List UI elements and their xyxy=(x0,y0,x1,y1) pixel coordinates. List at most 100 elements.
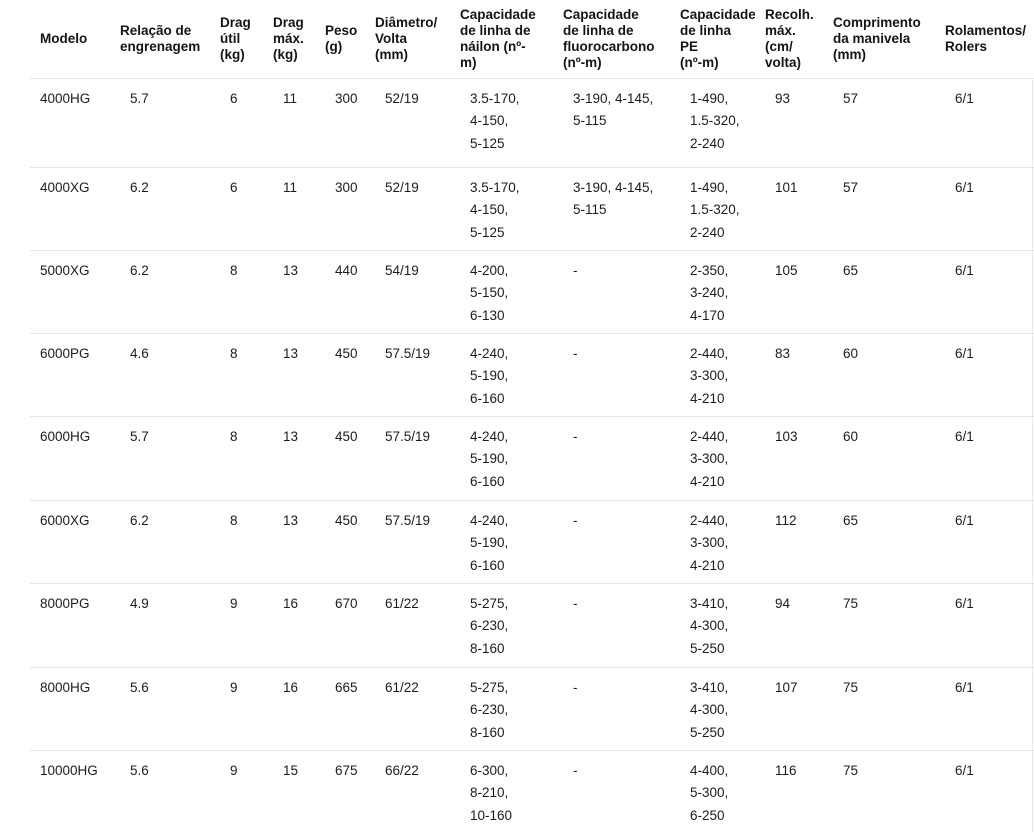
cell-recolhimento-max: 101 xyxy=(755,166,823,250)
cell-rolamentos: 6/1 xyxy=(935,415,1034,500)
cell-drag-util: 9 xyxy=(210,749,263,832)
table-right-edge xyxy=(1032,79,1033,832)
cell-capacidade-nailon: 4-240, 5-190, 6-160 xyxy=(450,499,553,583)
table-row: 6000XG 6.2 8 13 450 57.5/19 4-240, 5-190, 6-16… xyxy=(30,499,1034,583)
cell-capacidade-fluorocarbono: - xyxy=(553,249,670,333)
cell-diametro-volta: 54/19 xyxy=(365,249,450,333)
spec-table-header: Modelo Relação de engrenagem Drag útil (kg… xyxy=(30,0,1034,78)
cell-capacidade-pe: 1-490, 1.5-320, 2-240 xyxy=(670,77,755,167)
cell-drag-util: 6 xyxy=(210,77,263,167)
column-header-drag-max: Drag máx. (kg) xyxy=(273,14,304,62)
cell-drag-max: 16 xyxy=(263,582,315,667)
cell-capacidade-pe: 2-440, 3-300, 4-210 xyxy=(670,499,755,583)
cell-relacao-engrenagem: 6.2 xyxy=(110,249,210,333)
cell-comprimento-manivela: 60 xyxy=(823,415,935,500)
column-header-modelo: Modelo xyxy=(40,30,88,46)
cell-relacao-engrenagem: 5.7 xyxy=(110,415,210,500)
cell-drag-max: 15 xyxy=(263,749,315,832)
cell-diametro-volta: 66/22 xyxy=(365,749,450,832)
cell-capacidade-pe: 2-350, 3-240, 4-170 xyxy=(670,249,755,333)
cell-rolamentos: 6/1 xyxy=(935,249,1034,333)
table-row: 4000HG 5.7 6 11 300 52/19 3.5-170, 4-150, 5-12… xyxy=(30,77,1034,167)
cell-capacidade-nailon: 5-275, 6-230, 8-160 xyxy=(450,582,553,667)
cell-peso: 670 xyxy=(315,582,365,667)
spec-table: Modelo Relação de engrenagem Drag útil (kg… xyxy=(30,0,1034,832)
cell-recolhimento-max: 105 xyxy=(755,249,823,333)
cell-diametro-volta: 57.5/19 xyxy=(365,415,450,500)
cell-capacidade-fluorocarbono: - xyxy=(553,582,670,667)
column-header-capacidade-pe: Capacidade de linha PE (nº-m) xyxy=(680,6,755,70)
cell-recolhimento-max: 94 xyxy=(755,582,823,667)
table-row: 8000PG 4.9 9 16 670 61/22 5-275, 6-230, 8-160-… xyxy=(30,582,1034,667)
table-row: 6000PG 4.6 8 13 450 57.5/19 4-240, 5-190, 6-16… xyxy=(30,332,1034,416)
cell-capacidade-nailon: 4-200, 5-150, 6-130 xyxy=(450,249,553,333)
cell-diametro-volta: 57.5/19 xyxy=(365,332,450,416)
cell-capacidade-pe: 4-400, 5-300, 6-250 xyxy=(670,749,755,832)
cell-modelo: 4000XG xyxy=(30,166,110,250)
cell-comprimento-manivela: 75 xyxy=(823,749,935,832)
cell-modelo: 5000XG xyxy=(30,249,110,333)
column-header-peso: Peso (g) xyxy=(325,22,358,54)
cell-drag-util: 9 xyxy=(210,666,263,750)
cell-rolamentos: 6/1 xyxy=(935,582,1034,667)
cell-capacidade-nailon: 3.5-170, 4-150, 5-125 xyxy=(450,77,553,167)
cell-recolhimento-max: 107 xyxy=(755,666,823,750)
cell-capacidade-fluorocarbono: - xyxy=(553,499,670,583)
cell-drag-max: 11 xyxy=(263,166,315,250)
column-header-capacidade-nailon: Capacidade de linha de náilon (nº- m) xyxy=(460,6,536,70)
table-row: 5000XG 6.2 8 13 440 54/19 4-200, 5-150, 6-130-… xyxy=(30,249,1034,333)
cell-drag-util: 9 xyxy=(210,582,263,667)
column-header-drag-util: Drag útil (kg) xyxy=(220,14,251,62)
cell-modelo: 8000PG xyxy=(30,582,110,667)
column-header-diametro-volta: Diâmetro/ Volta (mm) xyxy=(375,14,438,62)
cell-relacao-engrenagem: 4.6 xyxy=(110,332,210,416)
cell-relacao-engrenagem: 5.6 xyxy=(110,749,210,832)
cell-capacidade-fluorocarbono: - xyxy=(553,332,670,416)
spec-table-body: 4000HG 5.7 6 11 300 52/19 3.5-170, 4-150, 5-12… xyxy=(30,77,1034,832)
cell-comprimento-manivela: 65 xyxy=(823,499,935,583)
cell-capacidade-pe: 1-490, 1.5-320, 2-240 xyxy=(670,166,755,250)
cell-drag-max: 13 xyxy=(263,499,315,583)
cell-modelo: 10000HG xyxy=(30,749,110,832)
cell-capacidade-nailon: 6-300, 8-210, 10-160 xyxy=(450,749,553,832)
cell-rolamentos: 6/1 xyxy=(935,77,1034,167)
column-header-rolamentos: Rolamentos/ Rolers xyxy=(945,22,1027,54)
cell-drag-max: 11 xyxy=(263,77,315,167)
cell-drag-max: 13 xyxy=(263,332,315,416)
column-header-relacao-engrenagem: Relação de engrenagem xyxy=(120,22,201,54)
cell-comprimento-manivela: 75 xyxy=(823,666,935,750)
table-row: 4000XG 6.2 6 11 300 52/19 3.5-170, 4-150, 5-12… xyxy=(30,166,1034,250)
cell-diametro-volta: 61/22 xyxy=(365,666,450,750)
column-header-recolhimento-max: Recolh. máx. (cm/ volta) xyxy=(765,6,814,70)
cell-recolhimento-max: 83 xyxy=(755,332,823,416)
cell-diametro-volta: 52/19 xyxy=(365,166,450,250)
cell-drag-util: 6 xyxy=(210,166,263,250)
cell-rolamentos: 6/1 xyxy=(935,749,1034,832)
cell-comprimento-manivela: 57 xyxy=(823,77,935,167)
cell-drag-util: 8 xyxy=(210,415,263,500)
cell-capacidade-fluorocarbono: 3-190, 4-145, 5-115 xyxy=(553,166,670,250)
cell-comprimento-manivela: 60 xyxy=(823,332,935,416)
cell-capacidade-pe: 3-410, 4-300, 5-250 xyxy=(670,666,755,750)
cell-relacao-engrenagem: 4.9 xyxy=(110,582,210,667)
cell-relacao-engrenagem: 5.6 xyxy=(110,666,210,750)
table-row: 10000HG 5.6 9 15 675 66/22 6-300, 8-210, 10-16… xyxy=(30,749,1034,832)
cell-capacidade-fluorocarbono: - xyxy=(553,749,670,832)
header-row: Modelo Relação de engrenagem Drag útil (kg… xyxy=(30,0,1034,78)
cell-peso: 440 xyxy=(315,249,365,333)
cell-rolamentos: 6/1 xyxy=(935,499,1034,583)
cell-relacao-engrenagem: 5.7 xyxy=(110,77,210,167)
cell-capacidade-fluorocarbono: - xyxy=(553,415,670,500)
cell-modelo: 6000XG xyxy=(30,499,110,583)
cell-drag-max: 16 xyxy=(263,666,315,750)
cell-peso: 300 xyxy=(315,166,365,250)
cell-relacao-engrenagem: 6.2 xyxy=(110,166,210,250)
cell-comprimento-manivela: 65 xyxy=(823,249,935,333)
cell-diametro-volta: 61/22 xyxy=(365,582,450,667)
column-header-comprimento-manivela: Comprimento da manivela (mm) xyxy=(833,14,921,62)
cell-drag-util: 8 xyxy=(210,332,263,416)
cell-capacidade-nailon: 4-240, 5-190, 6-160 xyxy=(450,332,553,416)
cell-drag-util: 8 xyxy=(210,499,263,583)
cell-capacidade-nailon: 3.5-170, 4-150, 5-125 xyxy=(450,166,553,250)
